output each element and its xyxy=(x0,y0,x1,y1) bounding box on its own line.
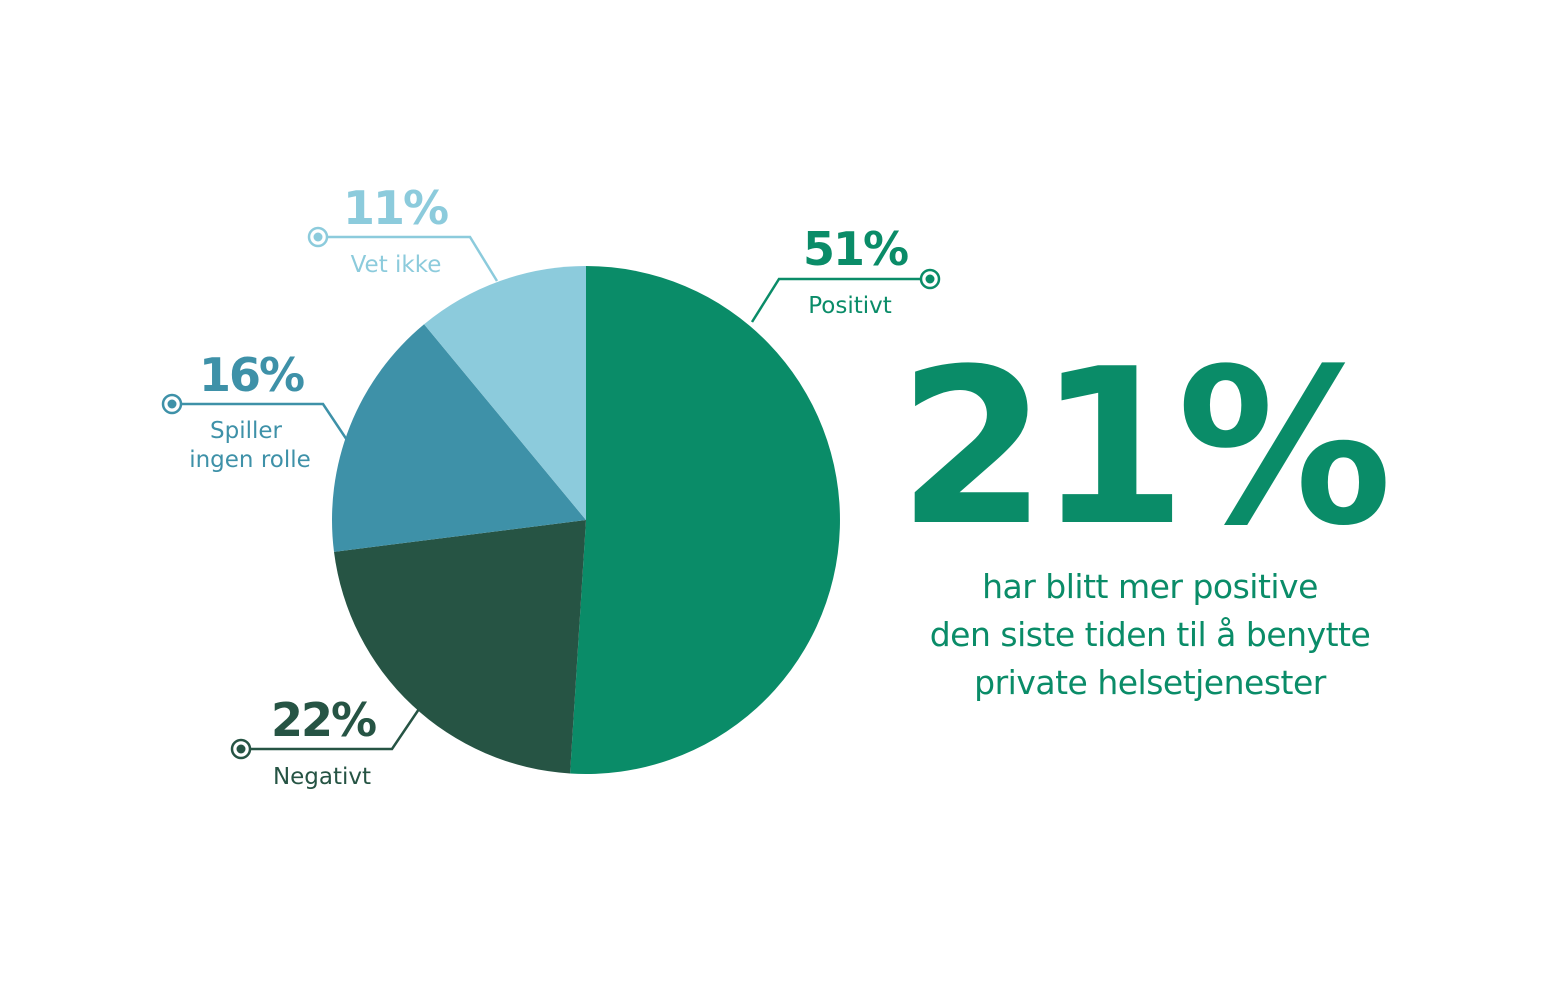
headline-line-2: den siste tiden til å benytte xyxy=(929,615,1371,654)
category-label-negativt: Negativt xyxy=(273,764,371,790)
category-label-vet-ikke: Vet ikke xyxy=(351,252,442,278)
pie-slice-vet-ikke xyxy=(424,266,586,520)
callout-spiller-ingen-rolle: 16% Spiller ingen rolle xyxy=(161,348,349,473)
callout-vet-ikke: 11% Vet ikke xyxy=(307,181,499,282)
marker-inner-negativt xyxy=(236,744,246,754)
headline-block: 21% har blitt mer positive den siste tid… xyxy=(880,340,1420,707)
marker-inner-vet-ikke xyxy=(313,232,323,242)
headline-text: har blitt mer positive den siste tiden t… xyxy=(880,563,1420,707)
marker-inner-spiller-ingen-rolle xyxy=(167,399,177,409)
leader-line-spiller-ingen-rolle xyxy=(172,402,349,441)
callout-negativt: 22% Negativt xyxy=(230,693,421,790)
value-label-positivt: 51% xyxy=(803,222,908,276)
category-label-spiller-line-1: Spiller xyxy=(210,418,283,444)
value-label-negativt: 22% xyxy=(271,693,376,747)
callout-positivt: 51% Positivt xyxy=(750,222,941,323)
pie-slices xyxy=(331,266,840,774)
marker-inner-positivt xyxy=(925,274,935,284)
pie-slice-positivt xyxy=(570,266,840,774)
headline-line-1: har blitt mer positive xyxy=(982,567,1318,606)
headline-line-3: private helsetjenester xyxy=(974,663,1326,702)
category-label-spiller-line-2: ingen rolle xyxy=(189,447,311,473)
value-label-vet-ikke: 11% xyxy=(343,181,448,235)
leader-line-vet-ikke xyxy=(318,235,499,282)
leader-line-positivt xyxy=(750,277,930,323)
value-label-spiller-ingen-rolle: 16% xyxy=(199,348,304,402)
pie-slice-negativt xyxy=(334,520,586,774)
pie-slice-spiller-ingen-rolle xyxy=(331,324,586,552)
category-label-positivt: Positivt xyxy=(808,293,892,319)
headline-number: 21% xyxy=(897,322,1393,573)
leader-line-negativt xyxy=(241,708,421,751)
